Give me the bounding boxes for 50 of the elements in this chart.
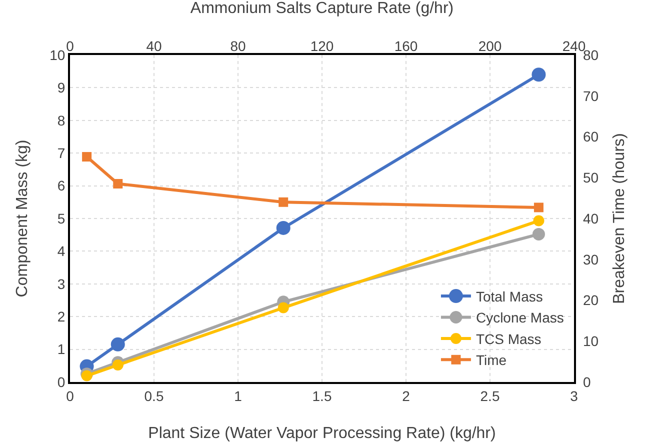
legend-label: Total Mass	[476, 288, 543, 305]
y-tick-label: 5	[57, 210, 66, 226]
x2-tick-label: 80	[230, 38, 246, 54]
point	[81, 370, 92, 382]
y-tick-label: 9	[57, 80, 66, 96]
y2-tick-label: 30	[583, 251, 599, 268]
point	[533, 215, 544, 226]
point	[110, 337, 125, 352]
y2-tick-label: 50	[583, 170, 599, 186]
x2-tick-label: 40	[146, 38, 162, 54]
point	[112, 360, 124, 370]
y2-tick-label: 0	[583, 374, 591, 390]
x-axis-title: Plant Size (Water Vapor Processing Rate) (kg/hr)	[148, 425, 496, 442]
point	[278, 197, 288, 207]
x-tick-label: 1	[234, 388, 242, 404]
x-tick-label: 0.5	[144, 388, 164, 404]
y2-tick-label: 70	[583, 88, 599, 104]
y-tick-label: 0	[57, 374, 66, 390]
point	[113, 179, 123, 189]
y-tick-label: 1	[57, 341, 66, 358]
y-tick-label: 4	[57, 243, 66, 260]
x-tick-label: 2.5	[480, 388, 500, 404]
y2-tick-label: 20	[583, 292, 599, 308]
point	[82, 152, 92, 162]
y-tick-label: 8	[57, 112, 66, 128]
x-tick-label: 1.5	[312, 388, 332, 404]
x2-axis-title: Ammonium Salts Capture Rate (g/hr)	[190, 0, 454, 17]
point	[276, 220, 290, 235]
point	[532, 228, 545, 240]
y-tick-label: 3	[57, 276, 66, 292]
point	[532, 68, 546, 82]
x2-tick-label: 160	[394, 38, 418, 54]
x2-tick-label: 120	[310, 38, 334, 54]
y-tick-label: 6	[57, 178, 66, 194]
point	[278, 302, 289, 314]
y-tick-label: 2	[57, 308, 66, 324]
legend-label: TCS Mass	[476, 330, 542, 347]
y2-tick-label: 60	[583, 128, 599, 145]
x-tick-label: 2	[402, 388, 410, 404]
x-tick-label: 3	[570, 388, 578, 404]
y-axis-title: Component Mass (kg)	[14, 140, 31, 298]
y-tick-label: 10	[50, 46, 66, 63]
point	[534, 202, 544, 212]
y2-axis-title: Breakeven Time (hours)	[611, 133, 628, 304]
legend-label: Time	[476, 352, 507, 368]
y2-tick-label: 10	[583, 333, 599, 350]
legend-label: Cyclone Mass	[476, 310, 564, 326]
x2-tick-label: 200	[478, 38, 502, 54]
y-tick-label: 7	[57, 145, 66, 161]
y2-tick-label: 40	[583, 210, 599, 226]
